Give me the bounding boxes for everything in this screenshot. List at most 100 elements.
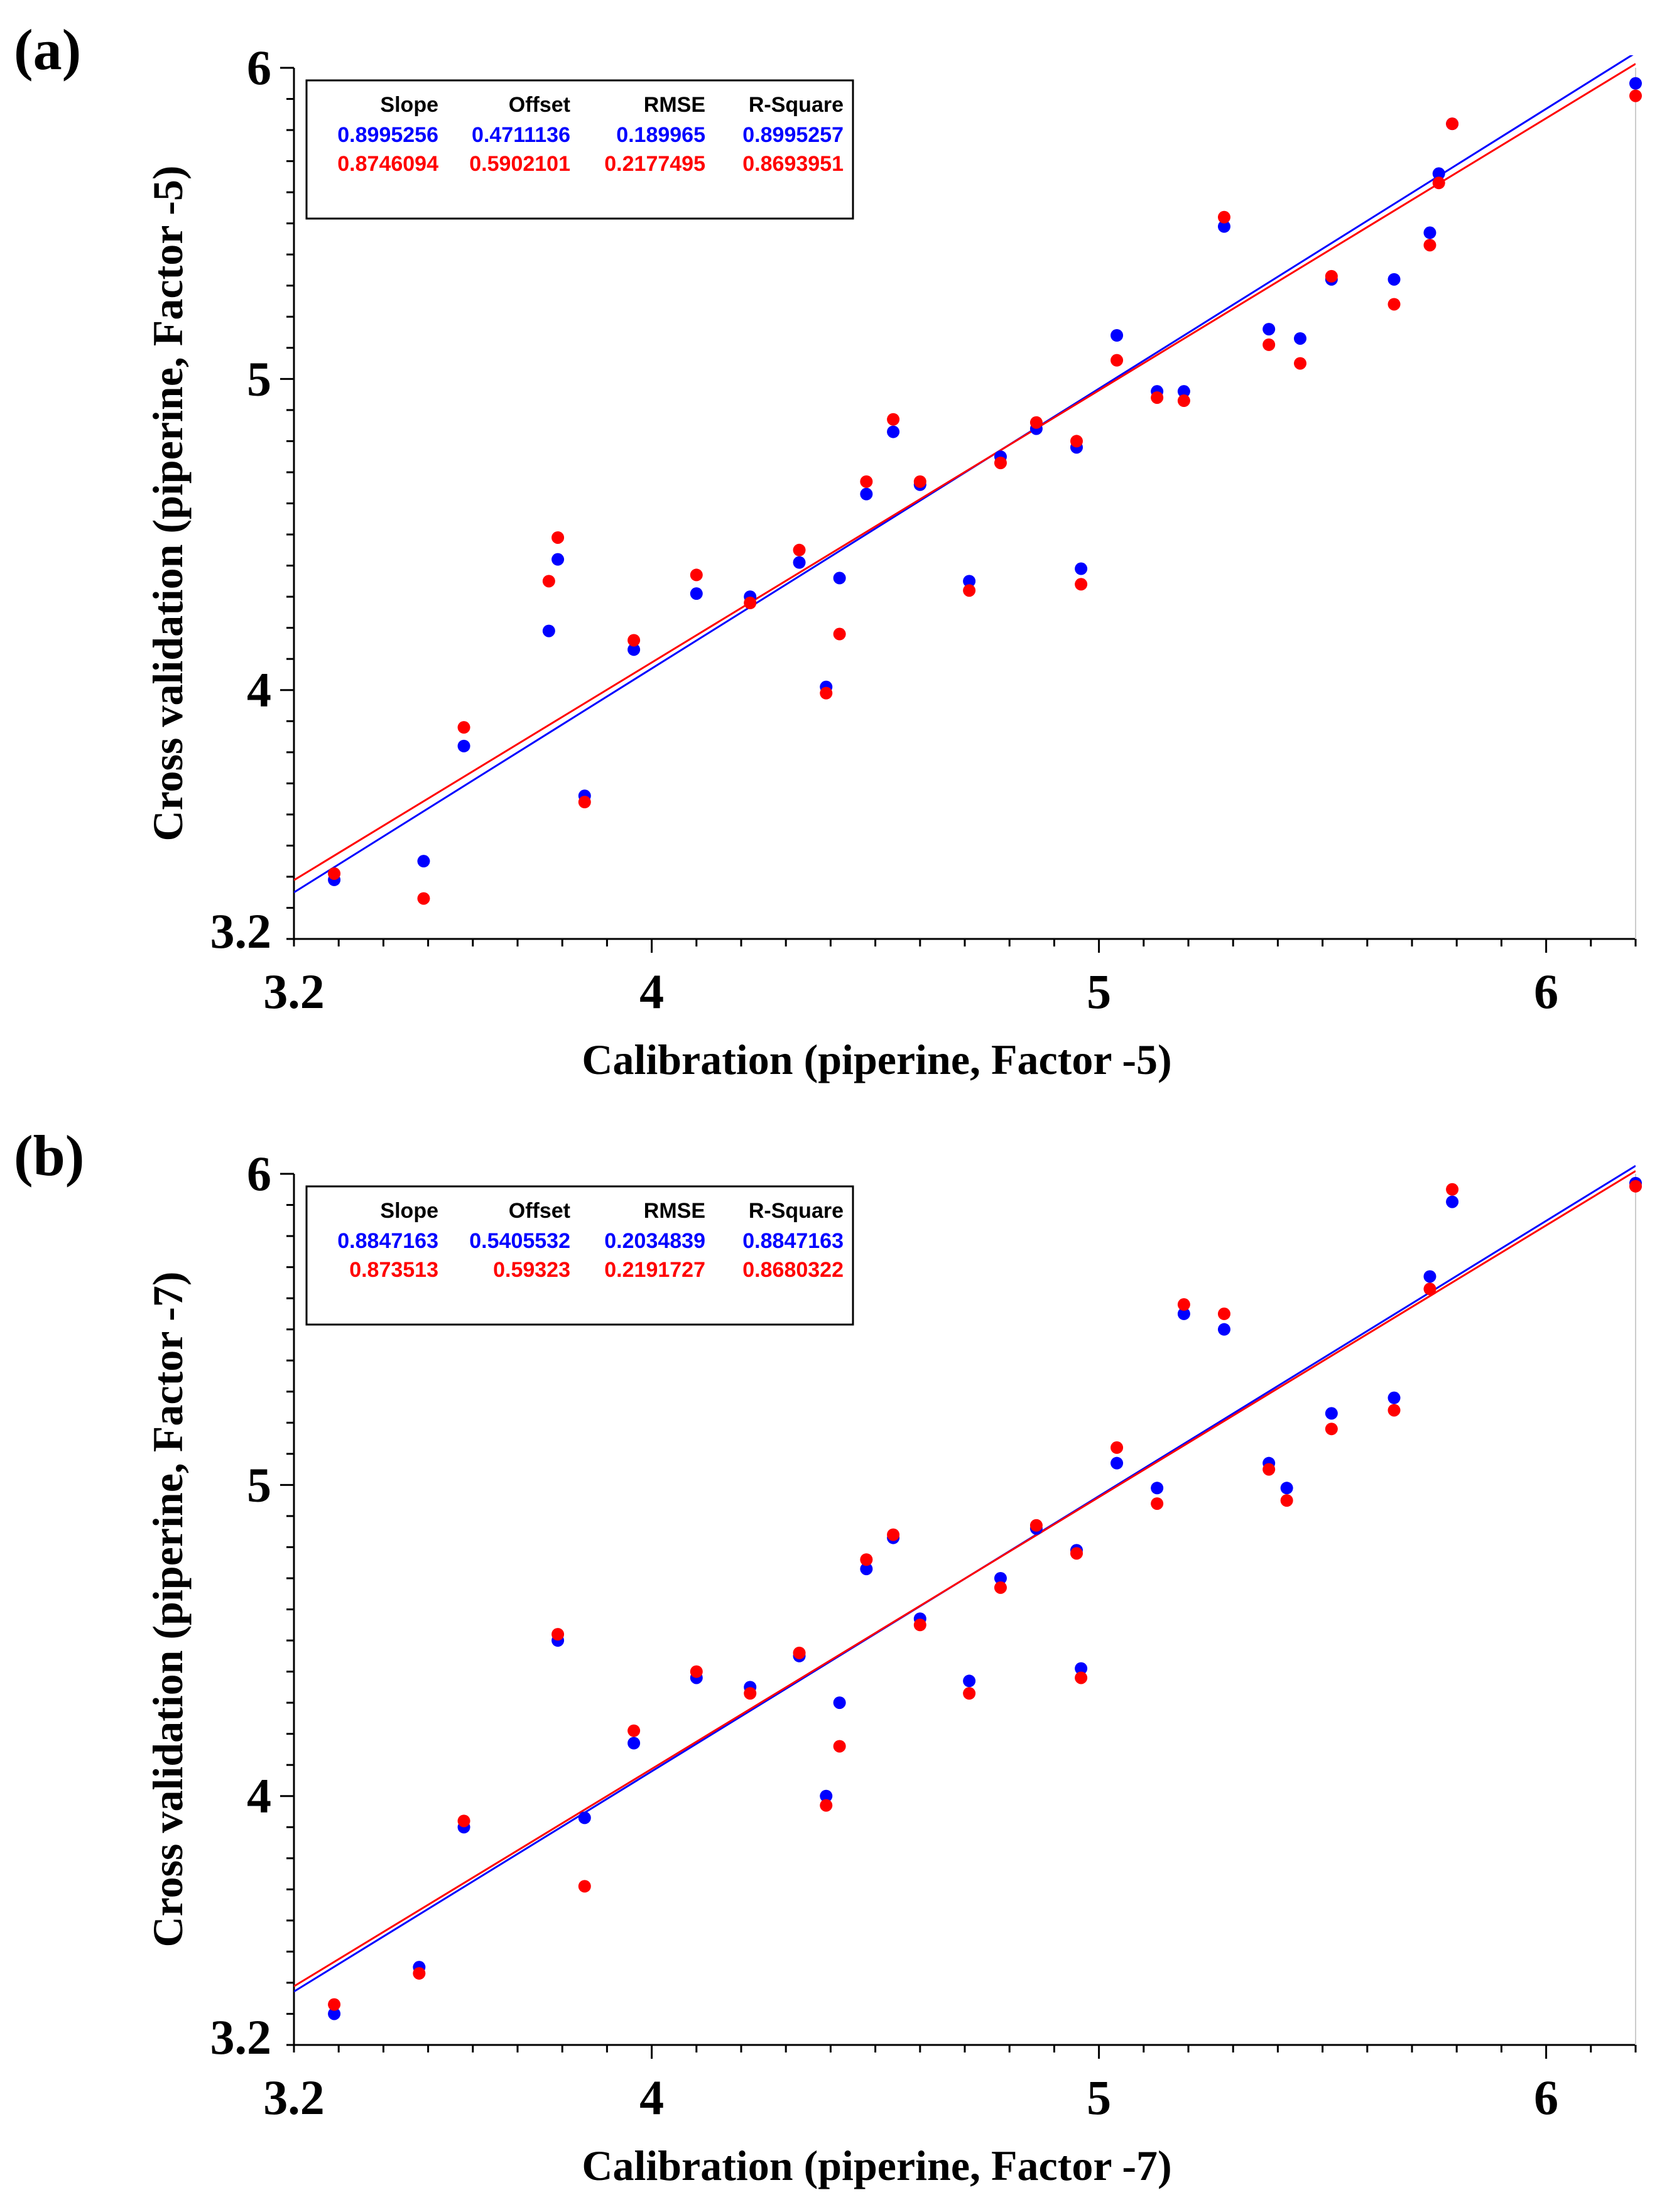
chart-0-data-point-red: [1029, 416, 1043, 429]
chart-0-data-point-blue: [1217, 220, 1230, 233]
chart-0-data-point-red: [744, 597, 757, 610]
chart-1-legend-value: 0.2191727: [604, 1258, 705, 1282]
chart-1-legend-header: R-Square: [749, 1199, 844, 1223]
chart-1-x-tick-label: 5: [1087, 2070, 1111, 2125]
chart-0-legend-box: [305, 79, 854, 220]
chart-1-data-point-blue: [1110, 1456, 1124, 1470]
chart-0-data-point-blue: [551, 553, 565, 566]
chart-0-y-tick-label: 4: [247, 663, 271, 717]
chart-0-data-point-red: [1325, 269, 1338, 283]
chart-1-data-point-blue: [1387, 1391, 1401, 1404]
chart-1-regression-line-red: [294, 1170, 1636, 1987]
chart-1-data-point-red: [1280, 1494, 1293, 1507]
chart-0-panel-label: (a): [14, 18, 81, 82]
chart-0-data-point-red: [542, 575, 555, 588]
chart-0-data-point-blue: [1110, 329, 1124, 342]
chart-1-data-point-red: [994, 1581, 1007, 1594]
chart-0-x-tick-label: 3.2: [263, 964, 325, 1019]
chart-0-y-tick-label: 5: [247, 351, 271, 406]
chart-0-data-point-red: [833, 627, 846, 641]
chart-1-data-point-blue: [833, 1696, 846, 1710]
chart-0-data-point-blue: [887, 425, 900, 438]
chart-1-data-point-red: [578, 1880, 591, 1893]
chart-0-data-point-red: [1262, 338, 1276, 351]
chart-0-legend-header: RMSE: [644, 93, 705, 117]
chart-1-data-point-red: [1177, 1298, 1190, 1311]
chart-1-legend-value: 0.8847163: [337, 1229, 438, 1253]
chart-panel-b: (b) 3.2 4 5 6 3.2 4 5 6 Calibration (piperine, Fa…: [0, 1106, 1667, 2212]
chart-0-data-point-red: [963, 584, 976, 597]
chart-0-data-point-red: [1423, 239, 1436, 252]
chart-1-y-tick-label: 3.2: [210, 2010, 272, 2064]
chart-1-legend-value: 0.8680322: [742, 1258, 844, 1282]
chart-1-data-point-red: [963, 1687, 976, 1700]
chart-0-data-point-blue: [627, 643, 641, 656]
chart-0-data-point-red: [793, 543, 806, 556]
chart-1-data-point-blue: [1075, 1662, 1088, 1675]
chart-1-data-point-blue: [1217, 1323, 1230, 1336]
chart-1-x-tick-label: 4: [639, 2070, 664, 2125]
chart-1-data-point-blue: [1325, 1407, 1338, 1420]
chart-0-data-point-red: [627, 634, 641, 647]
chart-0-legend-value: 0.4711136: [472, 123, 570, 147]
chart-0-legend-value: 0.8995256: [337, 123, 438, 147]
chart-0-data-point-red: [1432, 176, 1445, 190]
chart-1-legend-box: [305, 1185, 854, 1326]
chart-1-data-point-red: [1325, 1423, 1338, 1436]
chart-1-legend-value: 0.2034839: [604, 1229, 705, 1253]
chart-1-data-point-blue: [1280, 1482, 1293, 1495]
chart-0-x-tick-label: 4: [639, 964, 664, 1019]
chart-1-y-tick-label: 6: [247, 1146, 271, 1201]
chart-1-legend-value: 0.59323: [493, 1258, 570, 1282]
chart-1-data-point-blue: [1151, 1482, 1164, 1495]
chart-0-data-point-red: [887, 413, 900, 426]
chart-0-data-point-red: [328, 867, 341, 880]
chart-1-legend-header: RMSE: [644, 1199, 705, 1223]
chart-panel-a: (a) 3.2 4 5 6 3.2 4 5 6 Calibration (piperine, Fa…: [14, 18, 1642, 1083]
chart-1-y-tick-label: 4: [247, 1769, 271, 1823]
chart-0-data-point-red: [551, 531, 565, 544]
chart-0-data-point-red: [1151, 391, 1164, 404]
chart-1-data-point-red: [457, 1814, 470, 1828]
chart-0-data-point-blue: [793, 556, 806, 569]
chart-0-legend-value: 0.8995257: [742, 123, 844, 147]
chart-1-data-point-blue: [1423, 1270, 1436, 1283]
chart-0-data-point-red: [820, 686, 833, 700]
chart-1-data-point-red: [1075, 1671, 1088, 1684]
chart-0-data-point-blue: [833, 572, 846, 585]
chart-1-data-point-red: [887, 1528, 900, 1541]
scatter-chart-b: (b) 3.2 4 5 6 3.2 4 5 6 Calibration (piperine, Fa…: [14, 1124, 1642, 2189]
chart-0-x-axis-title: Calibration (piperine, Factor -5): [582, 1036, 1171, 1083]
chart-1-data-point-red: [833, 1740, 846, 1753]
chart-1-data-point-red: [1446, 1183, 1459, 1196]
chart-0-data-point-blue: [860, 487, 873, 501]
chart-0-data-point-blue: [963, 575, 976, 588]
chart-1-data-point-red: [690, 1665, 703, 1678]
chart-1-data-point-red: [1423, 1282, 1436, 1296]
chart-1-x-axis-title: Calibration (piperine, Factor -7): [582, 2142, 1171, 2189]
chart-0-data-point-blue: [1629, 77, 1642, 90]
chart-1-data-point-red: [413, 1967, 426, 1980]
chart-0-legend-header: Slope: [380, 93, 438, 117]
chart-1-y-axis-title: Cross validation (piperine, Factor -7): [144, 1272, 192, 1948]
chart-0-data-point-blue: [1262, 323, 1276, 336]
chart-0-data-point-red: [457, 721, 470, 734]
chart-0-data-point-blue: [542, 624, 555, 637]
chart-0-data-point-red: [578, 796, 591, 809]
chart-0-data-point-blue: [690, 587, 703, 600]
chart-0-data-point-red: [1070, 435, 1083, 448]
chart-1-data-point-blue: [1446, 1195, 1459, 1208]
chart-0-data-point-blue: [1432, 167, 1445, 180]
chart-1-data-point-blue: [963, 1674, 976, 1688]
chart-0-legend-header: Offset: [509, 93, 570, 117]
chart-1-data-point-red: [1070, 1547, 1083, 1560]
chart-0-data-point-red: [1387, 298, 1401, 311]
chart-0-data-point-red: [417, 892, 430, 905]
chart-0-regression-line-red: [294, 63, 1636, 881]
chart-0-legend-value: 0.189965: [616, 123, 705, 147]
chart-1-legend-header: Slope: [380, 1199, 438, 1223]
chart-1-data-point-red: [1029, 1519, 1043, 1532]
chart-0-x-tick-label: 6: [1534, 964, 1558, 1019]
chart-0-x-tick-label: 5: [1087, 964, 1111, 1019]
chart-1-data-point-red: [913, 1618, 926, 1632]
